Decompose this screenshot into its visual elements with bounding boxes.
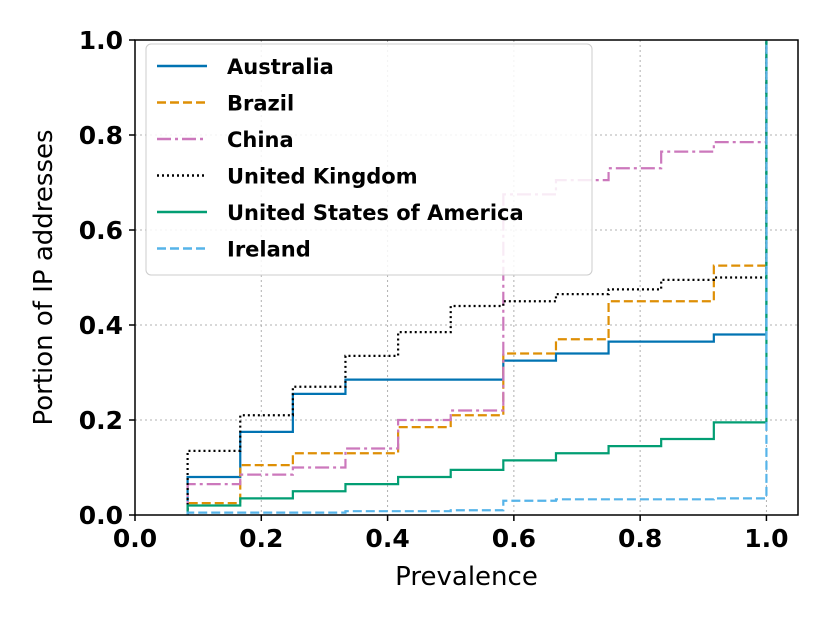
legend-label-united-kingdom: United Kingdom — [227, 165, 418, 189]
ticks: 0.0 0.2 0.4 0.6 0.8 1.0 0.0 0.2 0.4 0.6 0.8 1.0 — [79, 26, 789, 553]
legend-label-ireland: Ireland — [227, 238, 311, 262]
plot-frame — [134, 39, 799, 516]
series-lines — [186, 40, 768, 515]
series-line-united-kingdom — [186, 40, 768, 515]
x-tick-label: 1.0 — [744, 524, 788, 553]
y-tick-label: 0.2 — [79, 406, 123, 435]
legend: Australia Brazil China United Kingdom United… — [145, 43, 593, 276]
y-tick-label: 0.8 — [79, 121, 123, 150]
series-line-china — [186, 40, 768, 515]
x-tick-label: 0.6 — [492, 524, 536, 553]
x-tick-label: 0.8 — [618, 524, 662, 553]
series-line-united-states-of-america — [186, 40, 768, 515]
legend-label-brazil: Brazil — [227, 92, 294, 116]
x-tick-label: 0.4 — [365, 524, 409, 553]
y-tick-label: 0.6 — [79, 216, 123, 245]
x-tick-label: 0.2 — [239, 524, 283, 553]
y-tick-label: 1.0 — [79, 26, 123, 55]
y-tick-label: 0.4 — [79, 311, 123, 340]
legend-label-united-states-of-america: United States of America — [227, 201, 524, 225]
legend-label-china: China — [227, 128, 294, 152]
x-axis-label: Prevalence — [395, 562, 538, 592]
y-tick-label: 0.0 — [79, 501, 123, 530]
series-line-ireland — [186, 40, 768, 515]
x-tick-label: 0.0 — [113, 524, 157, 553]
legend-box — [145, 43, 593, 276]
legend-label-australia: Australia — [227, 55, 334, 79]
y-axis-label: Portion of IP addresses — [29, 129, 59, 425]
